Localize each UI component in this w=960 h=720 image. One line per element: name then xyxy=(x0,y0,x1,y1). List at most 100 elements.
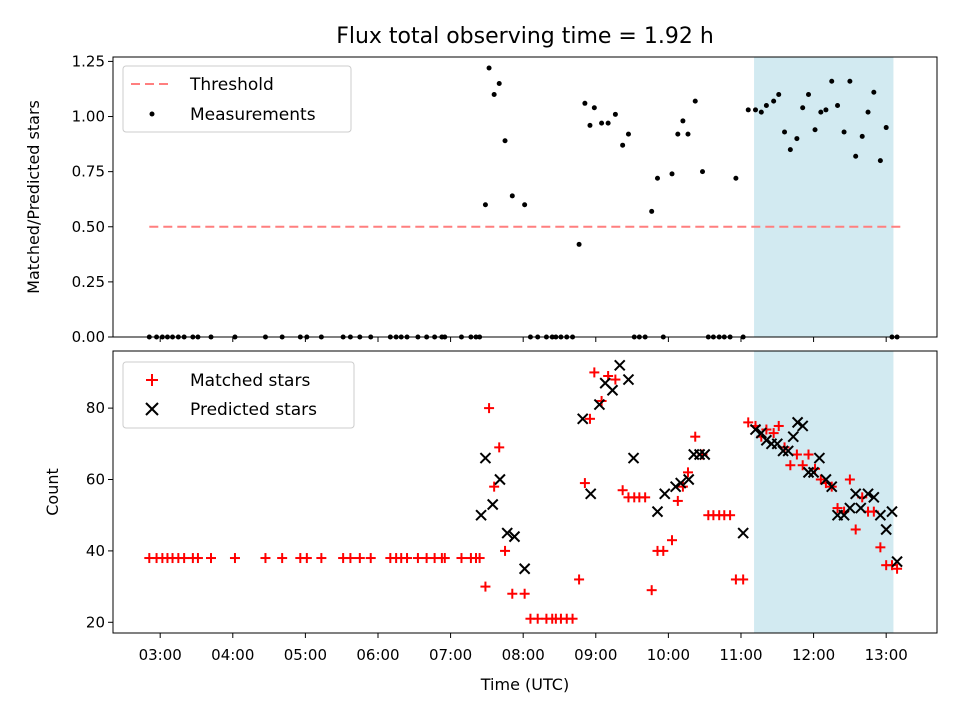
legend-predicted-label: Predicted stars xyxy=(190,400,317,420)
matched-star-point xyxy=(439,553,450,564)
matched-star-point xyxy=(277,553,288,564)
measurement-point xyxy=(805,91,811,97)
top-panel: 0.00 0.25 0.50 0.75 1.00 1.25 Matched/Predict… xyxy=(24,52,938,346)
measurement-point xyxy=(587,122,593,128)
matched-star-point xyxy=(532,613,543,624)
predicted-star-point xyxy=(874,509,887,521)
measurement-point xyxy=(865,109,871,115)
bottom-y-tick-label: 40 xyxy=(86,542,105,560)
predicted-star-point xyxy=(683,473,695,486)
measurement-point xyxy=(591,105,597,111)
top-y-tick-label: 0.75 xyxy=(72,163,105,181)
matched-star-point xyxy=(667,535,678,546)
x-tick-label: 10:00 xyxy=(647,646,690,664)
measurement-point xyxy=(685,131,691,137)
measurement-point xyxy=(482,202,488,208)
top-axes-frame xyxy=(112,56,938,338)
legend-threshold-label: Threshold xyxy=(189,75,274,95)
measurement-point xyxy=(883,125,889,131)
measurement-point xyxy=(853,153,859,159)
measurement-point xyxy=(841,129,847,135)
bottom-observing-window xyxy=(754,351,894,633)
x-axis-label: Time (UTC) xyxy=(480,675,569,694)
predicted-star-point xyxy=(737,527,749,539)
measurement-point xyxy=(509,193,515,199)
matched-star-point xyxy=(365,553,376,564)
legend-measurements-swatch xyxy=(149,111,155,117)
bottom-y-ticks: 20 40 60 80 xyxy=(86,399,113,631)
x-tick-label: 06:00 xyxy=(356,646,399,664)
matched-star-point xyxy=(354,553,365,564)
matched-star-point xyxy=(803,449,814,460)
bottom-y-tick-label: 80 xyxy=(86,399,105,417)
matched-star-point xyxy=(316,553,327,564)
matched-star-point xyxy=(229,553,240,564)
measurement-point xyxy=(859,133,865,139)
measurement-points xyxy=(146,65,900,340)
predicted-star-point xyxy=(479,452,492,464)
matched-star-point xyxy=(474,553,485,564)
top-shaded-region xyxy=(754,57,894,337)
top-y-ticks: 0.00 0.25 0.50 0.75 1.00 1.25 xyxy=(72,52,113,346)
x-tick-label: 03:00 xyxy=(139,646,182,664)
measurement-point xyxy=(871,89,877,95)
matched-star-point xyxy=(610,374,621,385)
top-legend-box xyxy=(122,65,352,133)
matched-star-point xyxy=(412,553,423,564)
matched-star-point xyxy=(579,478,590,489)
top-y-tick-label: 0.50 xyxy=(72,218,105,236)
predicted-star-point xyxy=(659,488,671,500)
top-observing-window xyxy=(754,57,894,337)
measurement-point xyxy=(763,103,769,109)
predicted-star-point xyxy=(494,473,506,486)
bottom-axes-frame xyxy=(112,350,938,634)
measurement-point xyxy=(829,78,835,84)
measurement-point xyxy=(776,91,782,97)
measurement-point xyxy=(491,91,497,97)
matched-star-point xyxy=(875,542,886,553)
measurement-point xyxy=(745,107,751,113)
matched-star-point xyxy=(206,553,217,564)
matched-star-point xyxy=(489,481,500,492)
matched-star-point xyxy=(892,563,903,574)
figure-title: Flux total observing time = 1.92 h xyxy=(336,24,714,49)
predicted-star-point xyxy=(669,480,682,493)
matched-star-point xyxy=(646,585,657,596)
measurement-point xyxy=(496,80,502,86)
top-y-tick-label: 1.25 xyxy=(72,52,105,70)
x-tick-label: 09:00 xyxy=(574,646,617,664)
measurement-point xyxy=(599,120,605,126)
predicted-star-point xyxy=(518,563,531,575)
bottom-legend: Matched stars Predicted stars xyxy=(122,361,355,429)
bottom-x-ticks: 03:00 04:00 05:00 06:00 07:00 08:00 09:00 10:00… xyxy=(139,633,908,664)
x-tick-label: 13:00 xyxy=(865,646,908,664)
matched-star-point xyxy=(682,467,693,478)
matched-star-point xyxy=(179,553,190,564)
matched-star-point xyxy=(672,495,683,506)
matched-star-point xyxy=(574,574,585,585)
measurement-point xyxy=(800,105,806,111)
predicted-star-point xyxy=(755,427,768,439)
x-tick-label: 07:00 xyxy=(429,646,472,664)
predicted-star-point xyxy=(475,509,487,521)
measurement-point xyxy=(758,109,764,115)
predicted-star-point xyxy=(849,488,862,500)
legend-measurements-label: Measurements xyxy=(190,105,316,125)
predicted-star-point xyxy=(802,466,815,479)
measurement-point xyxy=(692,98,698,104)
predicted-star-point xyxy=(844,502,856,514)
predicted-star-point xyxy=(693,448,706,461)
matched-star-point xyxy=(690,431,701,442)
matched-star-point xyxy=(785,460,796,471)
bottom-y-tick-label: 60 xyxy=(86,471,105,489)
x-tick-label: 11:00 xyxy=(719,646,762,664)
predicted-star-point xyxy=(777,445,789,457)
matched-star-point xyxy=(589,367,600,378)
matched-star-point xyxy=(640,492,651,503)
top-y-tick-label: 0.25 xyxy=(72,273,105,291)
predicted-star-point xyxy=(593,398,606,411)
bottom-shaded-region xyxy=(754,351,894,633)
x-tick-label: 12:00 xyxy=(792,646,835,664)
x-tick-label: 04:00 xyxy=(211,646,254,664)
